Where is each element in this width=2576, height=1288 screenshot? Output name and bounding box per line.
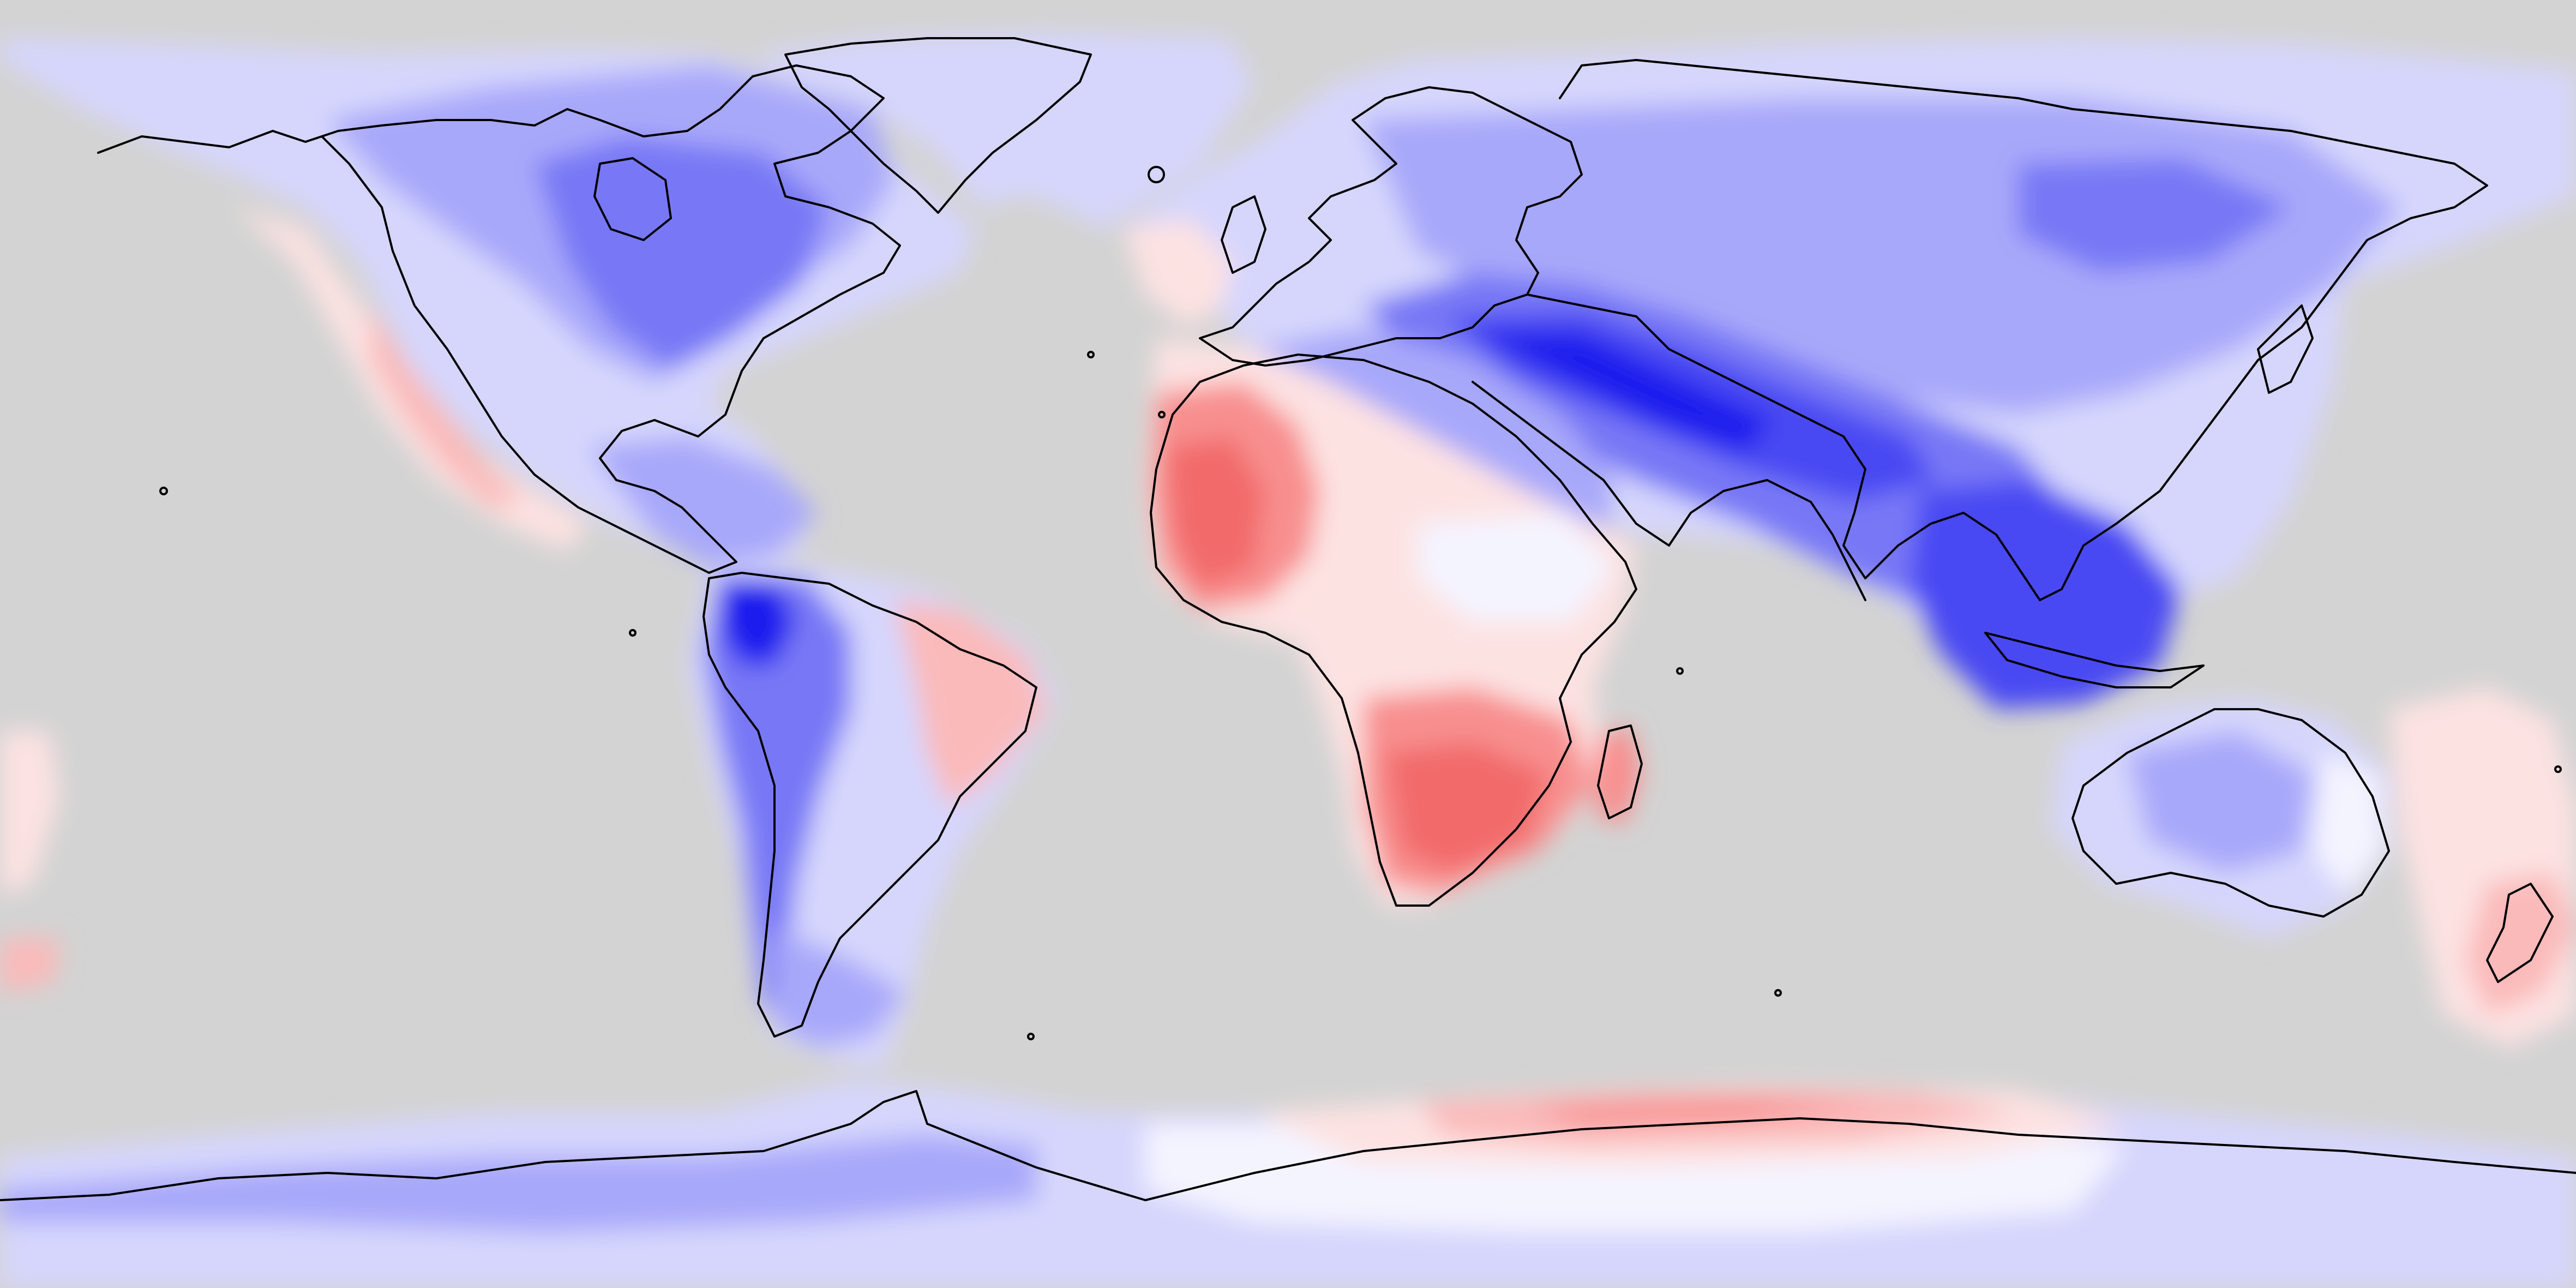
field-southeast-asia bbox=[1909, 480, 2182, 709]
island-iceland bbox=[1148, 166, 1165, 183]
field-southern-africa-core bbox=[1385, 742, 1549, 873]
field-na-west-coast bbox=[235, 207, 589, 551]
coast-australia bbox=[2071, 708, 2390, 918]
field-tibet-max bbox=[1473, 333, 1773, 453]
island-azores bbox=[1087, 351, 1095, 358]
field-sa-north-core bbox=[720, 578, 796, 666]
field-australia-east-neutral bbox=[2313, 753, 2383, 895]
island-south-georgia bbox=[1027, 1033, 1035, 1040]
field-west-edge-patch-2 bbox=[0, 938, 60, 993]
island-kerguelen bbox=[1774, 989, 1782, 997]
coast-south-america bbox=[702, 572, 1037, 1038]
coast-africa bbox=[1150, 354, 1637, 907]
coast-alaska bbox=[97, 130, 323, 154]
field-central-america bbox=[589, 436, 818, 567]
field-west-antarctica bbox=[0, 1135, 1036, 1233]
field-australia-interior bbox=[2127, 731, 2313, 873]
field-east-siberia-core bbox=[2018, 158, 2291, 273]
field-hudson-core bbox=[535, 136, 829, 371]
coast-madagascar bbox=[1597, 724, 1643, 819]
field-sa-andes bbox=[704, 578, 851, 1015]
coast-antarctica bbox=[0, 1090, 2576, 1201]
anomaly-field bbox=[0, 33, 2576, 1288]
coast-new-zealand bbox=[2486, 883, 2554, 983]
island-galapagos bbox=[629, 629, 637, 637]
coast-indonesia bbox=[1984, 632, 2205, 688]
coast-hudson-bay bbox=[593, 157, 672, 241]
field-patagonia bbox=[774, 927, 905, 1047]
field-iberia-fringe bbox=[1124, 218, 1233, 327]
field-west-africa-core bbox=[1167, 436, 1265, 589]
coast-british-isles bbox=[1221, 195, 1266, 274]
coast-asia bbox=[1526, 59, 2488, 601]
field-na-west-coast-inner bbox=[371, 305, 524, 507]
island-markers bbox=[159, 166, 2562, 1040]
coast-europe bbox=[1199, 86, 1583, 367]
coast-greenland bbox=[784, 37, 1092, 214]
coastlines bbox=[0, 37, 2576, 1201]
island-canaries bbox=[1158, 411, 1166, 418]
field-brazil bbox=[894, 600, 1047, 807]
island-fiji bbox=[2554, 765, 2562, 773]
field-east-africa-neutral bbox=[1418, 513, 1614, 622]
coast-north-america bbox=[321, 64, 901, 574]
field-west-edge-patch bbox=[0, 731, 60, 895]
coast-japan bbox=[2257, 304, 2314, 394]
field-east-antarctica-edge bbox=[1527, 1097, 1882, 1124]
island-hawaii bbox=[159, 487, 168, 495]
coast-arabia-india bbox=[1472, 381, 1866, 601]
island-mauritius bbox=[1676, 667, 1684, 675]
field-greenland bbox=[753, 33, 1254, 207]
